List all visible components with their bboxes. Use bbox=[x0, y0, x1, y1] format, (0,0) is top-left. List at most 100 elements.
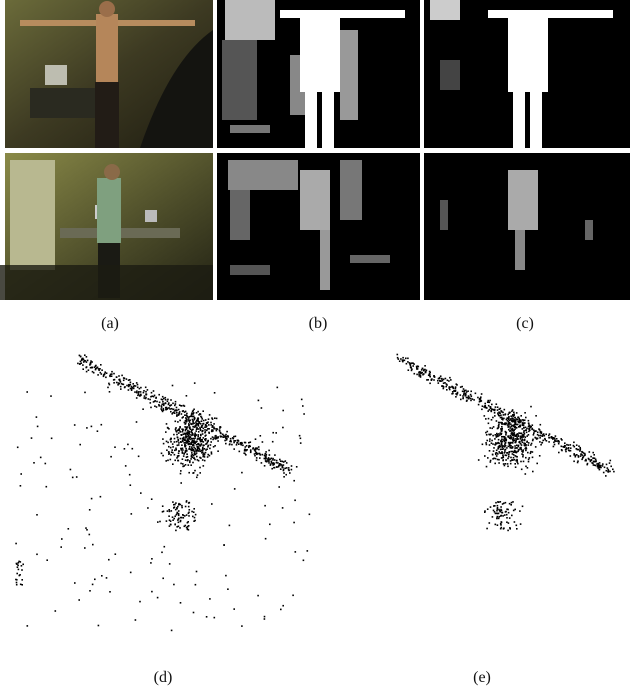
point bbox=[497, 412, 499, 414]
point bbox=[237, 440, 239, 442]
point bbox=[502, 459, 504, 461]
point bbox=[231, 444, 233, 446]
point bbox=[576, 454, 578, 456]
point bbox=[534, 431, 536, 433]
point bbox=[250, 441, 252, 443]
point bbox=[508, 522, 510, 524]
point bbox=[512, 453, 514, 455]
point bbox=[268, 450, 270, 452]
point bbox=[478, 459, 480, 461]
point bbox=[214, 417, 216, 419]
point bbox=[195, 514, 197, 516]
point bbox=[179, 527, 181, 529]
point bbox=[178, 504, 180, 506]
point bbox=[521, 469, 523, 471]
point bbox=[561, 446, 563, 448]
point bbox=[90, 363, 92, 365]
point bbox=[561, 449, 563, 451]
point bbox=[504, 449, 506, 451]
point bbox=[269, 454, 271, 456]
point bbox=[27, 625, 29, 627]
point bbox=[482, 405, 484, 407]
point bbox=[431, 378, 433, 380]
point bbox=[116, 382, 118, 384]
point bbox=[200, 429, 202, 431]
point bbox=[154, 400, 156, 402]
point bbox=[168, 515, 170, 517]
point bbox=[532, 439, 534, 441]
point bbox=[410, 366, 412, 368]
point bbox=[124, 448, 126, 450]
point bbox=[202, 459, 204, 461]
point bbox=[181, 428, 183, 430]
point bbox=[490, 460, 492, 462]
point bbox=[573, 445, 575, 447]
point bbox=[175, 427, 177, 429]
point bbox=[517, 433, 519, 435]
point bbox=[194, 453, 196, 455]
point bbox=[273, 467, 275, 469]
point bbox=[509, 503, 511, 505]
point bbox=[487, 431, 489, 433]
point bbox=[497, 505, 499, 507]
point bbox=[199, 451, 201, 453]
point bbox=[170, 459, 172, 461]
point bbox=[242, 445, 244, 447]
point bbox=[501, 417, 503, 419]
point bbox=[609, 471, 611, 473]
point bbox=[267, 460, 269, 462]
point bbox=[192, 420, 194, 422]
point bbox=[199, 457, 201, 459]
point bbox=[528, 461, 530, 463]
point bbox=[114, 446, 116, 448]
point bbox=[488, 418, 490, 420]
point bbox=[508, 416, 510, 418]
point bbox=[523, 461, 525, 463]
point bbox=[46, 486, 48, 488]
point bbox=[514, 426, 516, 428]
point bbox=[139, 388, 141, 390]
point bbox=[280, 609, 282, 611]
point bbox=[533, 434, 535, 436]
point bbox=[184, 405, 186, 407]
point bbox=[98, 369, 100, 371]
point bbox=[198, 428, 200, 430]
point bbox=[188, 423, 190, 425]
point bbox=[517, 461, 519, 463]
point bbox=[184, 515, 186, 517]
point bbox=[236, 444, 238, 446]
point bbox=[174, 454, 176, 456]
point bbox=[520, 419, 522, 421]
point bbox=[307, 550, 309, 552]
point bbox=[520, 415, 522, 417]
point bbox=[162, 505, 164, 507]
point bbox=[221, 436, 223, 438]
point bbox=[203, 420, 205, 422]
point bbox=[450, 379, 452, 381]
point bbox=[443, 382, 445, 384]
point bbox=[233, 448, 235, 450]
point bbox=[110, 456, 112, 458]
point bbox=[124, 378, 126, 380]
point bbox=[286, 467, 288, 469]
point bbox=[268, 462, 270, 464]
point bbox=[463, 388, 465, 390]
point bbox=[531, 443, 533, 445]
point bbox=[137, 384, 139, 386]
point bbox=[524, 444, 526, 446]
point bbox=[505, 434, 507, 436]
point bbox=[15, 543, 17, 545]
point bbox=[204, 426, 206, 428]
point bbox=[442, 380, 444, 382]
point bbox=[526, 441, 528, 443]
point bbox=[168, 404, 170, 406]
point bbox=[179, 404, 181, 406]
photo-a1 bbox=[5, 0, 213, 148]
point bbox=[87, 360, 89, 362]
point bbox=[74, 424, 76, 426]
point bbox=[173, 518, 175, 520]
point bbox=[154, 395, 156, 397]
point bbox=[539, 441, 541, 443]
point bbox=[145, 387, 147, 389]
point bbox=[512, 438, 514, 440]
